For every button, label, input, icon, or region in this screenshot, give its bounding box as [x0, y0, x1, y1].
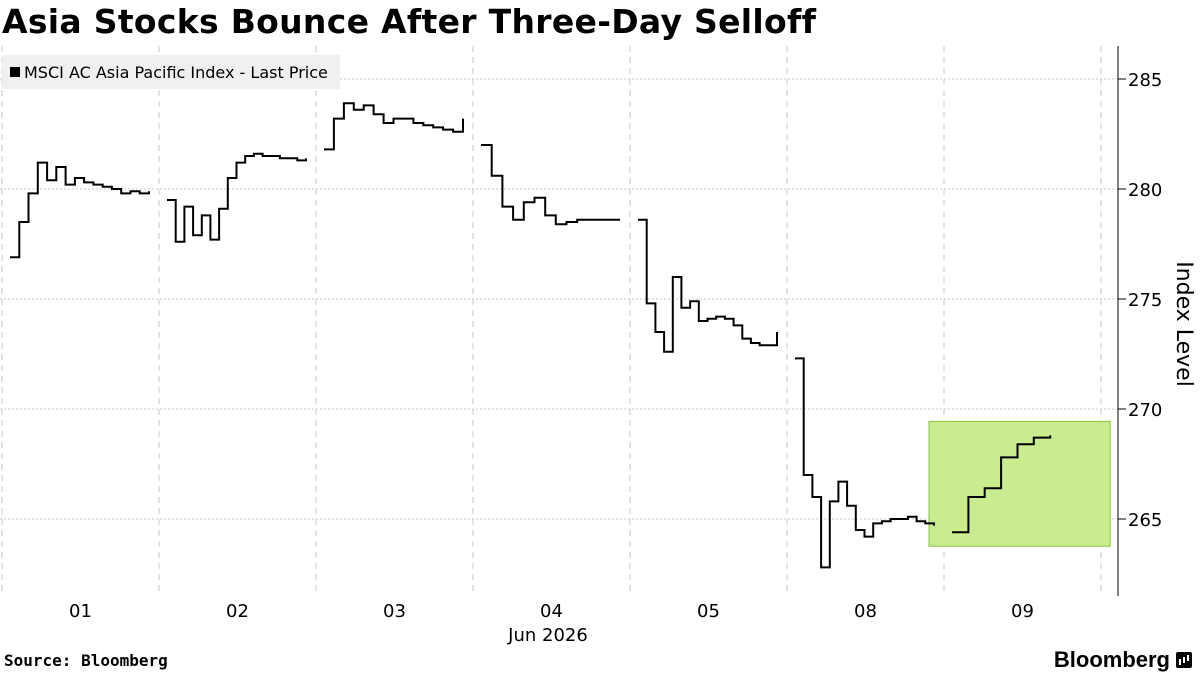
x-tick-label-09: 09: [1011, 601, 1034, 622]
series-segment-05: [638, 218, 778, 353]
y-tick-label-285: 285: [1128, 70, 1162, 91]
source-note: Source: Bloomberg: [4, 651, 168, 670]
y-tick-label-280: 280: [1128, 180, 1162, 201]
legend-swatch: [10, 67, 20, 77]
y-tick-label-270: 270: [1128, 400, 1162, 421]
highlight-box: [928, 420, 1111, 547]
x-tick-label-05: 05: [697, 601, 720, 622]
series-segment-04: [481, 144, 620, 226]
bloomberg-logo: Bloomberg: [1054, 647, 1192, 673]
brand-name: Bloomberg: [1053, 647, 1170, 672]
x-tick-label-03: 03: [383, 601, 406, 622]
x-axis-title: Jun 2026: [507, 625, 588, 646]
legend-label: MSCI AC Asia Pacific Index - Last Price: [24, 62, 328, 82]
series-segment-02: [167, 152, 307, 243]
chart-title: Asia Stocks Bounce After Three-Day Sello…: [2, 2, 817, 41]
series-segment-09: [952, 435, 1052, 534]
series-segment-01: [10, 161, 150, 259]
series-segment-08: [795, 357, 935, 569]
y-tick-label-265: 265: [1128, 510, 1162, 531]
x-tick-label-02: 02: [226, 601, 249, 622]
gridlines: [0, 46, 1118, 596]
series-layer: [10, 102, 1052, 569]
axes: 265 270 275 280 285 Index Level 01 02 03 04 05 08 09…: [69, 46, 1196, 646]
legend: MSCI AC Asia Pacific Index - Last Price: [2, 55, 340, 89]
highlight-box-layer: [928, 420, 1111, 547]
bloomberg-chart-icon: [1176, 652, 1192, 668]
x-tick-label-01: 01: [69, 601, 92, 622]
series-segment-03: [324, 102, 464, 151]
y-tick-label-275: 275: [1128, 290, 1162, 311]
y-axis-title: Index Level: [1171, 261, 1196, 387]
x-tick-label-08: 08: [854, 601, 877, 622]
x-tick-label-04: 04: [540, 601, 563, 622]
